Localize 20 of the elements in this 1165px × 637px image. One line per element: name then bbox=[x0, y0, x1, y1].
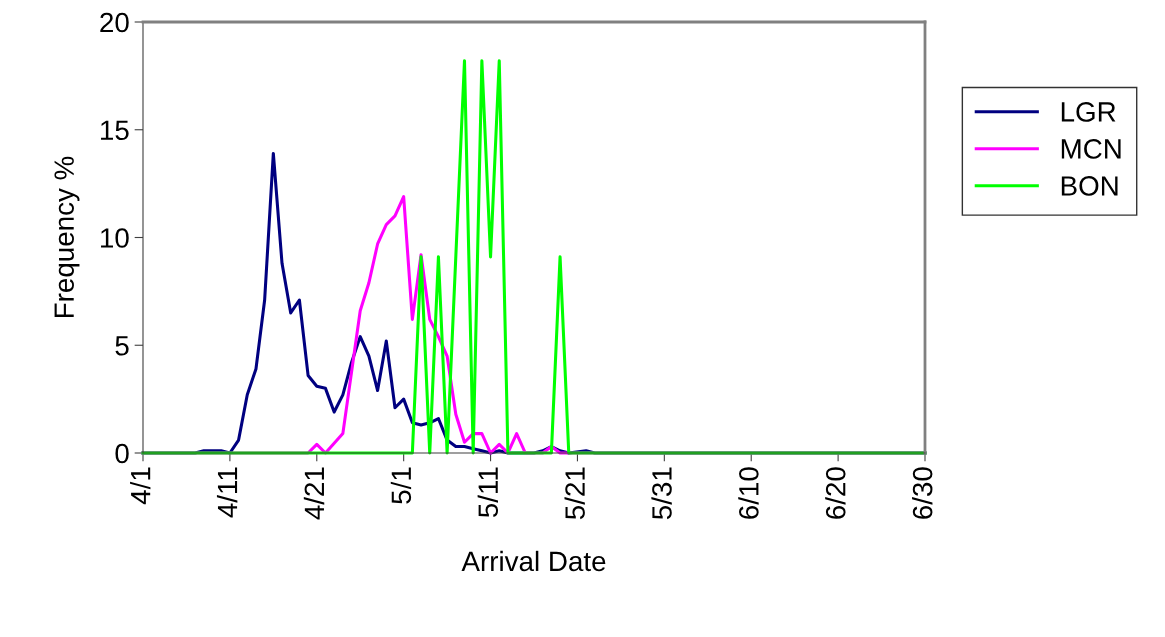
x-tick-label: 6/10 bbox=[738, 467, 759, 519]
y-tick-label: 5 bbox=[115, 336, 129, 356]
x-tick-label: 5/31 bbox=[651, 467, 672, 520]
x-tick-label: 4/11 bbox=[216, 467, 238, 518]
x-tick-label: 5/1 bbox=[390, 467, 412, 504]
legend-label: MCN bbox=[1061, 139, 1121, 159]
y-tick-label: 20 bbox=[100, 12, 129, 33]
y-tick-label: 0 bbox=[115, 443, 129, 464]
x-tick-label: 5/21 bbox=[564, 467, 585, 520]
y-tick-label: 15 bbox=[101, 120, 129, 141]
y-axis-title: Frequency % bbox=[54, 156, 80, 318]
legend-label: BON bbox=[1061, 176, 1118, 196]
x-tick-label: 4/21 bbox=[303, 467, 325, 520]
y-tick-label: 10 bbox=[101, 228, 129, 248]
x-axis-title: Arrival Date bbox=[461, 550, 606, 572]
legend-label: LGR bbox=[1061, 102, 1116, 122]
x-tick-label: 4/1 bbox=[130, 467, 151, 505]
x-tick-label: 5/11 bbox=[477, 467, 499, 518]
x-tick-label: 6/30 bbox=[912, 467, 933, 519]
x-tick-label: 6/20 bbox=[825, 467, 846, 519]
